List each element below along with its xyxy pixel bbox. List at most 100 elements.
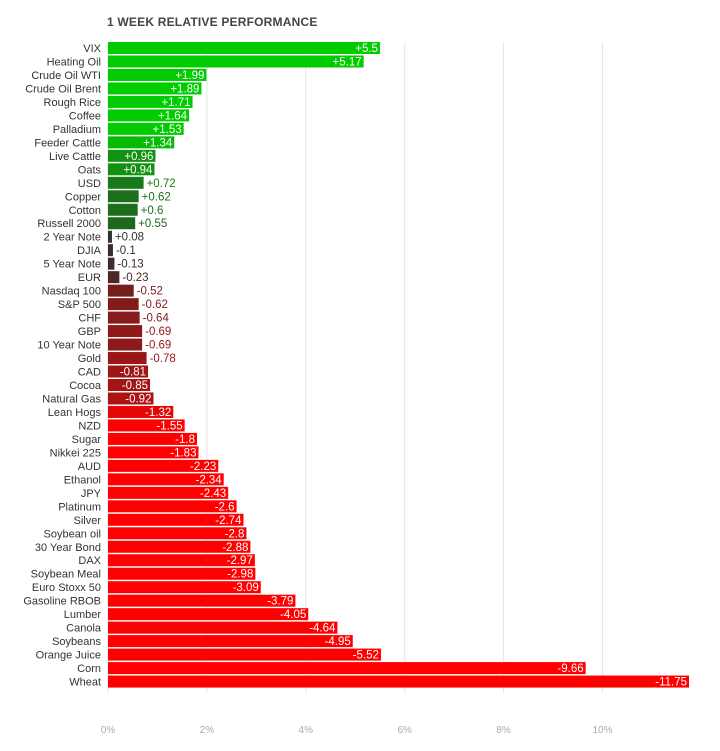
value-label: -0.13 <box>117 259 143 271</box>
bar <box>108 217 136 230</box>
value-label: +0.62 <box>142 191 171 203</box>
bar <box>108 405 174 418</box>
bar <box>108 540 251 553</box>
category-label: 30 Year Bond <box>35 542 101 554</box>
category-label: Coffee <box>69 110 101 122</box>
category-label: USD <box>78 178 101 190</box>
x-tick-label: 8% <box>496 725 511 736</box>
bar <box>108 136 175 149</box>
category-label: Sugar <box>72 434 102 446</box>
category-label: AUD <box>78 461 101 473</box>
category-label: DAX <box>78 555 101 567</box>
bar <box>108 82 202 95</box>
category-label: Silver <box>73 515 101 527</box>
bar <box>108 244 113 257</box>
bar <box>108 230 112 243</box>
category-label: JPY <box>81 488 102 500</box>
category-label: Heating Oil <box>47 56 101 68</box>
value-label: +0.72 <box>147 178 176 190</box>
value-label: -2.6 <box>215 501 235 513</box>
bar <box>108 500 237 513</box>
category-label: Soybeans <box>52 636 101 648</box>
bar <box>108 459 219 472</box>
bar <box>108 473 224 486</box>
value-label: -2.74 <box>215 515 242 527</box>
category-label: NZD <box>78 420 101 432</box>
category-label: Russell 2000 <box>37 218 101 230</box>
bar <box>108 42 380 54</box>
value-label: -9.66 <box>557 663 583 675</box>
category-label: Platinum <box>58 501 101 513</box>
category-label: CAD <box>78 367 101 379</box>
bar <box>108 675 689 688</box>
x-tick-label: 10% <box>592 725 612 736</box>
value-label: -4.05 <box>280 609 306 621</box>
value-label: -2.88 <box>222 542 248 554</box>
value-label: -0.64 <box>143 313 170 325</box>
value-label: +1.89 <box>170 83 199 95</box>
value-label: -0.23 <box>122 272 148 284</box>
category-label: Lean Hogs <box>48 407 102 419</box>
bar <box>108 432 198 445</box>
value-label: -2.97 <box>227 555 253 567</box>
value-label: +1.34 <box>143 137 173 149</box>
bar <box>108 68 207 81</box>
value-label: +0.08 <box>115 232 144 244</box>
value-label: +0.6 <box>141 205 164 217</box>
bar <box>108 338 143 351</box>
bar <box>108 190 139 203</box>
bar <box>108 581 261 594</box>
category-label: Live Cattle <box>49 151 101 163</box>
category-label: Crude Oil WTI <box>31 70 101 82</box>
bar <box>108 352 147 365</box>
value-label: -5.52 <box>353 650 379 662</box>
category-label: Natural Gas <box>42 393 101 405</box>
category-label: VIX <box>83 43 101 55</box>
category-label: EUR <box>78 272 101 284</box>
bar <box>108 554 255 567</box>
bar <box>108 284 134 297</box>
category-label: Nasdaq 100 <box>42 286 101 298</box>
bar <box>108 446 199 459</box>
value-label: -0.92 <box>125 393 151 405</box>
category-label: Crude Oil Brent <box>25 83 101 95</box>
bar <box>108 365 149 378</box>
value-label: -2.8 <box>225 528 245 540</box>
category-label: Soybean oil <box>44 528 102 540</box>
category-label: Ethanol <box>64 474 101 486</box>
value-label: -11.75 <box>655 677 687 689</box>
bar <box>108 621 338 634</box>
category-label: Copper <box>65 191 101 203</box>
x-tick-label: 4% <box>299 725 314 736</box>
value-label: +0.94 <box>123 164 153 176</box>
bar <box>108 325 143 338</box>
bar <box>108 513 244 526</box>
value-label: -2.43 <box>200 488 226 500</box>
value-label: +0.96 <box>124 151 153 163</box>
category-label: 2 Year Note <box>44 232 102 244</box>
category-label: Gasoline RBOB <box>23 596 101 608</box>
category-label: 5 Year Note <box>44 259 102 271</box>
value-label: -2.98 <box>227 569 253 581</box>
value-label: -1.8 <box>175 434 195 446</box>
category-label: Canola <box>66 623 102 635</box>
bar <box>108 257 115 270</box>
value-label: -4.95 <box>325 636 351 648</box>
bar <box>108 662 586 675</box>
value-label: +5.5 <box>355 43 378 55</box>
x-tick-label: 0% <box>101 725 116 736</box>
category-label: Orange Juice <box>36 650 101 662</box>
category-label: 10 Year Note <box>37 340 101 352</box>
bar <box>108 567 256 580</box>
value-label: -0.52 <box>137 286 163 298</box>
category-label: Rough Rice <box>44 97 101 109</box>
value-label: -0.78 <box>150 353 176 365</box>
bar <box>108 379 151 391</box>
value-label: -1.83 <box>170 447 196 459</box>
value-label: -0.85 <box>122 380 148 392</box>
bar <box>108 311 140 324</box>
bar <box>108 149 156 162</box>
value-label: +5.17 <box>333 56 362 68</box>
value-label: -0.69 <box>145 326 171 338</box>
